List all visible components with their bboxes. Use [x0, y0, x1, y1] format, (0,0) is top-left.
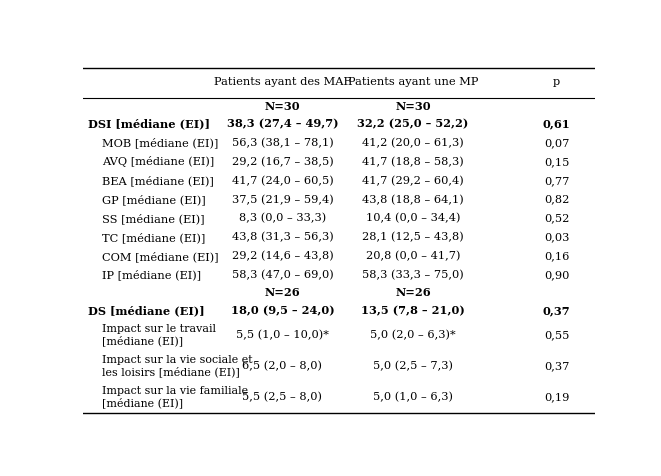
Text: 37,5 (21,9 – 59,4): 37,5 (21,9 – 59,4) — [231, 195, 333, 205]
Text: 5,5 (1,0 – 10,0)*: 5,5 (1,0 – 10,0)* — [236, 330, 329, 341]
Text: Impact sur la vie sociale et
les loisirs [médiane (EI)]: Impact sur la vie sociale et les loisirs… — [102, 355, 253, 377]
Text: 58,3 (47,0 – 69,0): 58,3 (47,0 – 69,0) — [231, 270, 333, 280]
Text: AVQ [médiane (EI)]: AVQ [médiane (EI)] — [102, 156, 214, 168]
Text: 5,0 (1,0 – 6,3): 5,0 (1,0 – 6,3) — [373, 392, 453, 402]
Text: N=26: N=26 — [395, 288, 431, 298]
Text: 0,07: 0,07 — [544, 138, 569, 148]
Text: 41,2 (20,0 – 61,3): 41,2 (20,0 – 61,3) — [362, 138, 464, 148]
Text: 8,3 (0,0 – 33,3): 8,3 (0,0 – 33,3) — [239, 213, 326, 224]
Text: 28,1 (12,5 – 43,8): 28,1 (12,5 – 43,8) — [362, 232, 464, 243]
Text: TC [médiane (EI)]: TC [médiane (EI)] — [102, 232, 206, 243]
Text: 29,2 (14,6 – 43,8): 29,2 (14,6 – 43,8) — [231, 251, 333, 261]
Text: 0,16: 0,16 — [544, 251, 569, 261]
Text: 13,5 (7,8 – 21,0): 13,5 (7,8 – 21,0) — [361, 305, 465, 316]
Text: N=26: N=26 — [264, 288, 300, 298]
Text: 32,2 (25,0 – 52,2): 32,2 (25,0 – 52,2) — [358, 119, 469, 129]
Text: 43,8 (18,8 – 64,1): 43,8 (18,8 – 64,1) — [362, 195, 464, 205]
Text: MOB [médiane (EI)]: MOB [médiane (EI)] — [102, 138, 219, 149]
Text: Impact sur la vie familiale
[médiane (EI)]: Impact sur la vie familiale [médiane (EI… — [102, 386, 249, 408]
Text: 41,7 (29,2 – 60,4): 41,7 (29,2 – 60,4) — [362, 176, 464, 186]
Text: 0,52: 0,52 — [544, 214, 569, 224]
Text: p: p — [553, 77, 560, 87]
Text: 0,37: 0,37 — [544, 361, 569, 371]
Text: DS [médiane (EI)]: DS [médiane (EI)] — [88, 305, 204, 316]
Text: 5,0 (2,0 – 6,3)*: 5,0 (2,0 – 6,3)* — [370, 330, 456, 341]
Text: N=30: N=30 — [264, 101, 300, 112]
Text: 38,3 (27,4 – 49,7): 38,3 (27,4 – 49,7) — [227, 119, 338, 129]
Text: 0,82: 0,82 — [544, 195, 569, 205]
Text: 0,90: 0,90 — [544, 270, 569, 280]
Text: 56,3 (38,1 – 78,1): 56,3 (38,1 – 78,1) — [231, 138, 333, 148]
Text: 0,03: 0,03 — [544, 232, 569, 242]
Text: 0,77: 0,77 — [544, 176, 569, 186]
Text: 20,8 (0,0 – 41,7): 20,8 (0,0 – 41,7) — [366, 251, 460, 261]
Text: 6,5 (2,0 – 8,0): 6,5 (2,0 – 8,0) — [243, 361, 323, 371]
Text: Patients ayant une MP: Patients ayant une MP — [348, 77, 478, 87]
Text: BEA [médiane (EI)]: BEA [médiane (EI)] — [102, 175, 214, 186]
Text: 5,0 (2,5 – 7,3): 5,0 (2,5 – 7,3) — [373, 361, 453, 371]
Text: 5,5 (2,5 – 8,0): 5,5 (2,5 – 8,0) — [243, 392, 323, 402]
Text: 18,0 (9,5 – 24,0): 18,0 (9,5 – 24,0) — [231, 305, 334, 316]
Text: 41,7 (24,0 – 60,5): 41,7 (24,0 – 60,5) — [231, 176, 333, 186]
Text: N=30: N=30 — [395, 101, 431, 112]
Text: DSI [médiane (EI)]: DSI [médiane (EI)] — [88, 119, 210, 129]
Text: Impact sur le travail
[médiane (EI)]: Impact sur le travail [médiane (EI)] — [102, 324, 216, 347]
Text: Patients ayant des MAF: Patients ayant des MAF — [214, 77, 351, 87]
Text: COM [médiane (EI)]: COM [médiane (EI)] — [102, 251, 219, 262]
Text: 0,19: 0,19 — [544, 392, 569, 402]
Text: 0,37: 0,37 — [543, 305, 570, 316]
Text: 0,55: 0,55 — [544, 330, 569, 340]
Text: 41,7 (18,8 – 58,3): 41,7 (18,8 – 58,3) — [362, 157, 464, 167]
Text: 29,2 (16,7 – 38,5): 29,2 (16,7 – 38,5) — [231, 157, 333, 167]
Text: GP [médiane (EI)]: GP [médiane (EI)] — [102, 194, 206, 205]
Text: IP [médiane (EI)]: IP [médiane (EI)] — [102, 270, 201, 281]
Text: 10,4 (0,0 – 34,4): 10,4 (0,0 – 34,4) — [366, 213, 460, 224]
Text: 43,8 (31,3 – 56,3): 43,8 (31,3 – 56,3) — [231, 232, 333, 243]
Text: 58,3 (33,3 – 75,0): 58,3 (33,3 – 75,0) — [362, 270, 464, 280]
Text: SS [médiane (EI)]: SS [médiane (EI)] — [102, 213, 205, 224]
Text: 0,15: 0,15 — [544, 157, 569, 167]
Text: 0,61: 0,61 — [543, 119, 570, 129]
